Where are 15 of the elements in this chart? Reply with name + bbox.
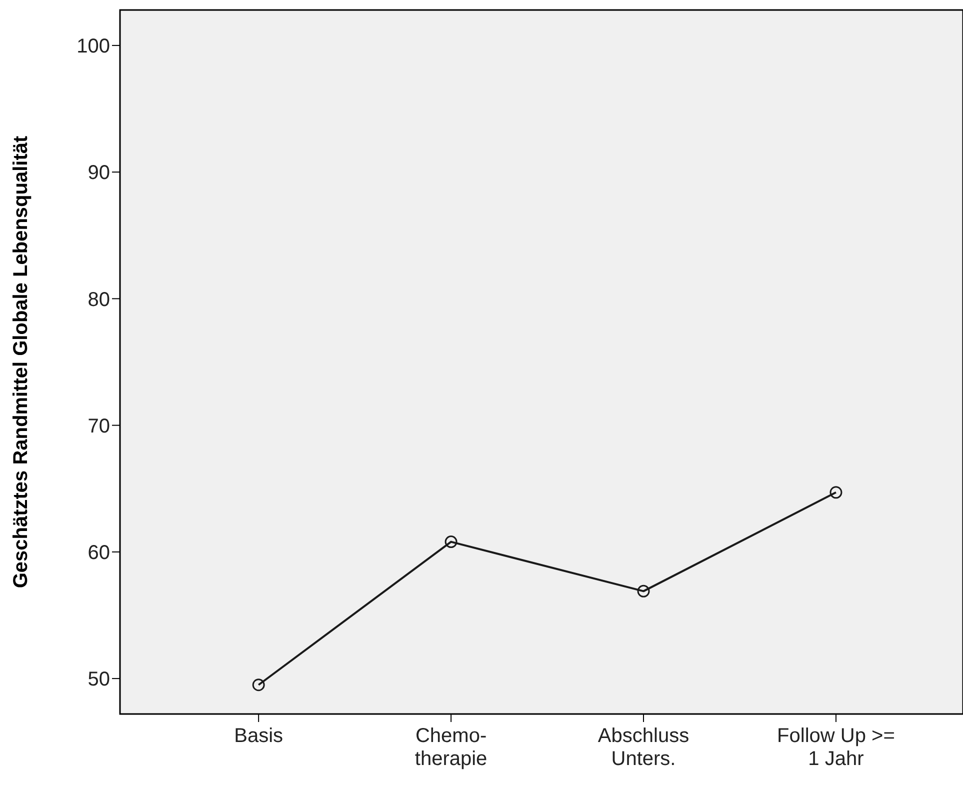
- point: [252, 678, 265, 692]
- y-tick-label: 100: [76, 36, 110, 58]
- y-tick-label: 90: [88, 162, 110, 184]
- y-tick-label: 60: [88, 542, 110, 564]
- x-tick-label: Basis: [234, 725, 284, 747]
- y-tick-label: 80: [88, 288, 110, 311]
- y-tick-label: 50: [88, 668, 110, 691]
- y-tick-label: 70: [88, 415, 110, 438]
- point: [830, 486, 842, 499]
- y-axis-title: Geschätztes Randmittel Globale Lebensqualität: [10, 136, 32, 588]
- x-tick-label: Chemo- therapie: [414, 725, 488, 770]
- point: [444, 536, 458, 548]
- point: [637, 584, 650, 598]
- x-tick-label: Abschluss Unters.: [598, 725, 690, 770]
- x-tick-label: Follow Up >= 1 Jahr: [777, 725, 895, 770]
